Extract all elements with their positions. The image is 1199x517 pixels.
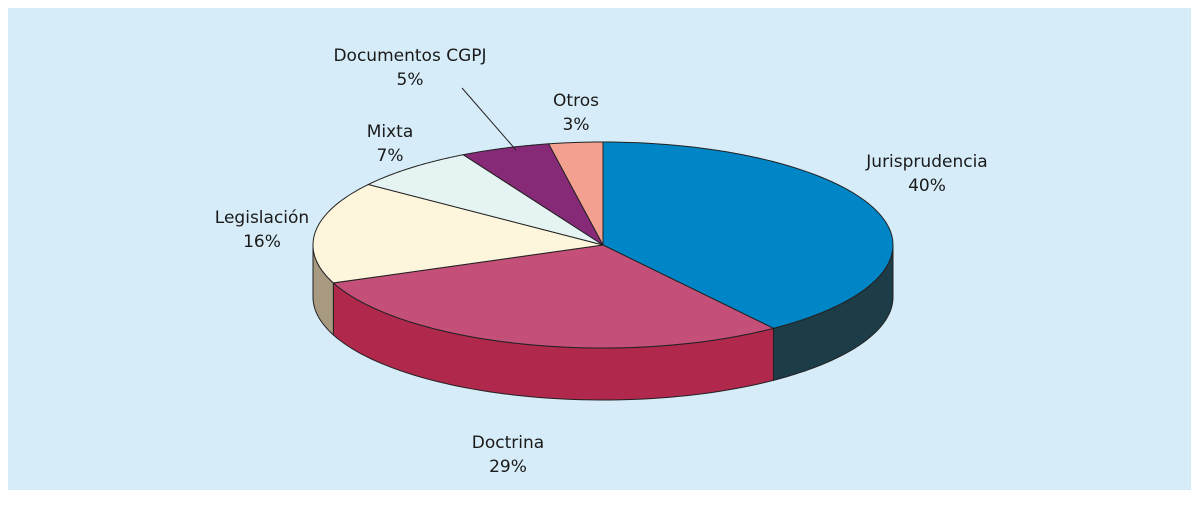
- category-label: Doctrina: [472, 433, 544, 453]
- pie-slice: [332, 244, 775, 349]
- pie-slice: [312, 183, 604, 284]
- value-label: 16%: [243, 232, 281, 252]
- value-label: 3%: [563, 115, 590, 135]
- category-label: Otros: [553, 91, 599, 111]
- pie-slice: [547, 141, 604, 246]
- leader-line: [461, 87, 517, 151]
- labels: Jurisprudencia 40% Doctrina 29% Legislación 1…: [215, 46, 988, 477]
- pie-slice: [602, 141, 894, 329]
- value-label: 40%: [908, 176, 946, 196]
- value-label: 5%: [397, 70, 424, 90]
- pie-tops: [312, 141, 894, 349]
- category-label: Documentos CGPJ: [333, 46, 486, 66]
- pie-slice: [366, 154, 604, 246]
- pie-slice: [461, 143, 604, 246]
- category-label: Legislación: [215, 208, 309, 228]
- category-label: Jurisprudencia: [865, 152, 987, 172]
- category-label: Mixta: [367, 122, 414, 142]
- value-label: 29%: [489, 457, 527, 477]
- value-label: 7%: [377, 146, 404, 166]
